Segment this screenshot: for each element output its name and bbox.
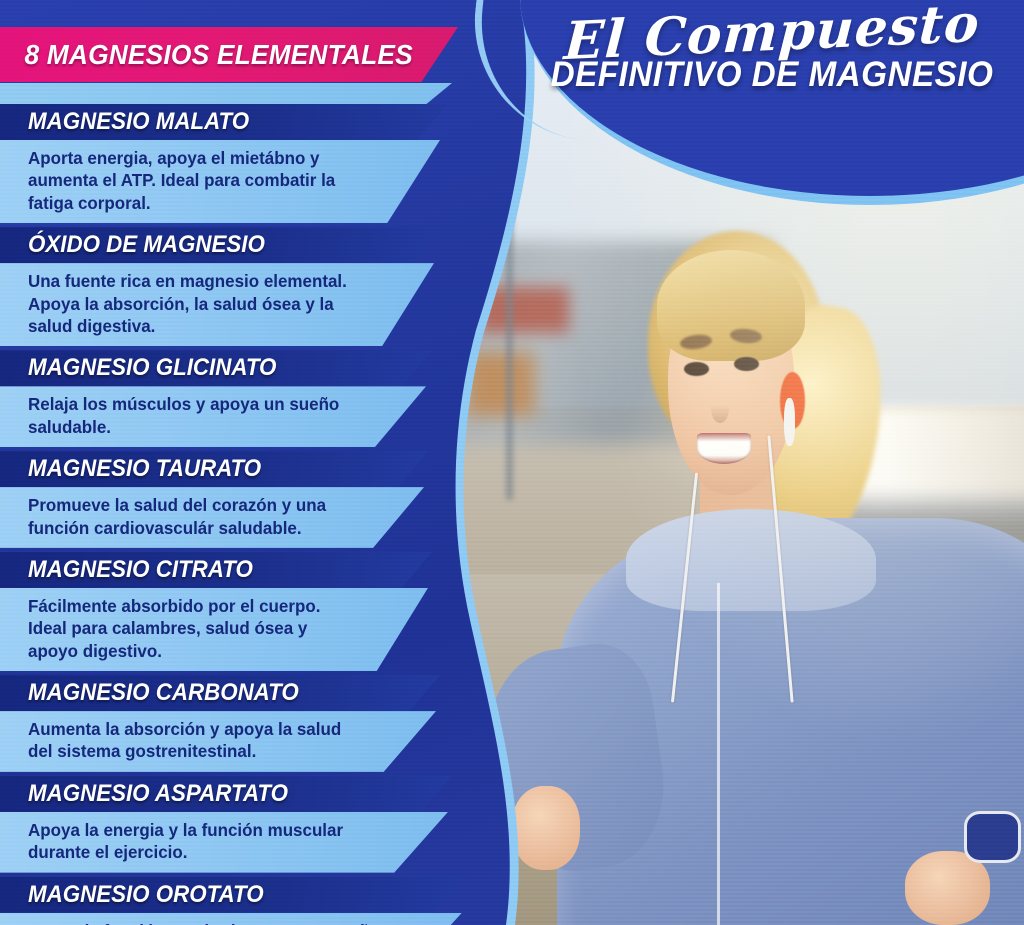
woman-eye-left [683,361,709,376]
item-body-bar: Una fuente rica en magnesio elemental. A… [0,263,434,347]
item-title-text: MAGNESIO GLICINATO [28,354,277,382]
list-item: MAGNESIO CARBONATO Aumenta la absorción … [0,675,470,772]
item-body-text: Aporta energia, apoya el mietábno y aume… [28,148,336,213]
item-title-text: MAGNESIO MALATO [28,108,250,135]
item-body-bar: Promueve la salud del corazón y una func… [0,487,424,548]
list-item: MAGNESIO ASPARTATO Apoya la energia y la… [0,775,470,873]
item-body-text: Fácilmente absorbido por el cuerpo. Idea… [28,595,321,661]
badge-label: 8 MAGNESIOS ELEMENTALES [24,38,413,70]
item-body-text: Apoya la energia y la función muscular d… [28,819,344,863]
woman-jacket-hood [625,508,877,611]
list-item: MAGNESIO MALATO Aporta energia, apoya el… [0,104,470,224]
poster-title-block: El Compuesto DEFINITIVO DE MAGNESIO [520,0,1024,95]
item-body-bar: Aporta energia, apoya el mietábno y aume… [0,140,440,224]
item-body-text: Apoya la función cerebral y una mente mã… [28,920,391,925]
list-item: MAGNESIO GLICINATO Relaja los músculos y… [0,350,470,448]
list-item: ÓXIDO DE MAGNESIO Una fuente rica en mag… [0,227,470,347]
magnesium-types-list: MAGNESIO MALATO Aporta energia, apoya el… [0,104,470,925]
page-title-subtitle: DEFINITIVO DE MAGNESIO [550,54,994,94]
item-body-bar: Relaja los músculos y apoya un sueño sal… [0,386,426,448]
item-body-bar: Aumenta la absorción y apoya la salud de… [0,711,436,772]
woman-right-hand [904,851,990,925]
item-title-text: MAGNESIO ASPARTATO [28,779,289,807]
photo-background-pole [506,185,514,500]
item-title-bar: MAGNESIO MALATO [0,104,448,140]
list-item: MAGNESIO CITRATO Fácilmente absorbido po… [0,551,470,672]
item-body-bar: Apoya la energia y la función muscular d… [0,811,448,873]
woman-left-fist [511,786,581,870]
item-body-text: Promueve la salud del corazón y una func… [28,495,327,538]
item-title-bar: MAGNESIO ASPARTATO [0,775,452,812]
item-title-bar: MAGNESIO OROTATO [0,876,466,913]
woman-smile [696,432,751,465]
item-body-text: Relaja los músculos y apoya un sueño sal… [28,394,340,437]
woman-eye-right [733,357,759,371]
item-body-bar: Apoya la función cerebral y una mente mã… [0,912,462,925]
item-body-text: Aumenta la absorción y apoya la salud de… [28,719,342,762]
item-body-text: Una fuente rica en magnesio elemental. A… [28,271,347,336]
woman-jacket-zipper [716,582,720,925]
item-title-text: MAGNESIO CITRATO [28,555,253,583]
item-title-bar: MAGNESIO TAURATO [0,451,428,488]
item-title-bar: MAGNESIO CITRATO [0,551,432,588]
item-title-text: MAGNESIO CARBONATO [28,679,299,707]
list-item: MAGNESIO TAURATO Promueve la salud del c… [0,451,470,548]
photo-background-orange-foliage [466,351,535,417]
list-item: MAGNESIO OROTATO Apoya la función cerebr… [0,876,470,925]
woman-nose [711,393,730,423]
item-title-text: MAGNESIO OROTATO [28,880,264,908]
item-title-bar: MAGNESIO GLICINATO [0,350,432,387]
item-title-bar: MAGNESIO CARBONATO [0,675,440,712]
earphone-tip-icon [783,397,796,446]
badge-8-magnesios: 8 MAGNESIOS ELEMENTALES [0,27,458,82]
item-title-text: MAGNESIO TAURATO [28,455,262,483]
item-title-bar: ÓXIDO DE MAGNESIO [0,227,440,264]
item-title-text: ÓXIDO DE MAGNESIO [28,231,265,259]
woman-wrist-watch [967,814,1019,861]
item-body-bar: Fácilmente absorbido por el cuerpo. Idea… [0,587,428,672]
